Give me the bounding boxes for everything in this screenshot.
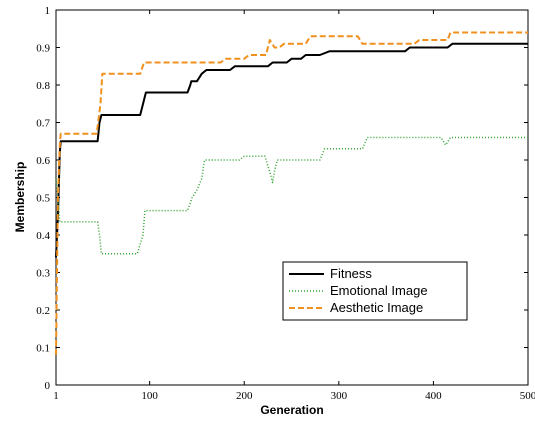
legend-label-aesthetic-image: Aesthetic Image [330,300,423,315]
legend: Fitness Emotional Image Aesthetic Image [282,261,468,321]
y-tick-label: 0.2 [36,305,50,317]
series-line-emotional-image [55,136,528,255]
x-tick-label: 100 [141,390,158,402]
y-tick-label: 0.8 [36,80,50,92]
y-tick-label: 0.9 [36,43,50,55]
x-tick-label: 200 [236,390,253,402]
x-tick-label: 1 [53,390,59,402]
x-tick-label: 400 [425,390,442,402]
y-tick-label: 0.5 [36,193,50,205]
legend-label-fitness: Fitness [330,266,372,281]
x-axis-title: Generation [260,403,323,417]
y-tick-label: 0.3 [36,268,50,280]
y-tick-label: 0.4 [36,230,50,242]
x-tick-label: 500 [520,390,535,402]
plot-area [55,9,529,386]
legend-label-emotional-image: Emotional Image [330,283,428,298]
x-axis: 1 100 200 300 400 500 [53,10,535,402]
y-axis-title: Membership [13,162,27,233]
series-line-aesthetic-image [55,31,528,356]
series-line-fitness [55,42,528,258]
y-tick-label: 0.7 [36,118,50,130]
y-tick-label: 1 [45,5,51,17]
y-tick-label: 0.6 [36,155,50,167]
y-tick-label: 0.1 [36,343,50,355]
y-axis: 0 0.1 0.2 0.3 0.4 0.5 0.6 0.7 0.8 0.9 1 [36,5,528,392]
series-layer [55,31,528,356]
y-tick-label: 0 [45,380,51,392]
x-tick-label: 300 [331,390,348,402]
